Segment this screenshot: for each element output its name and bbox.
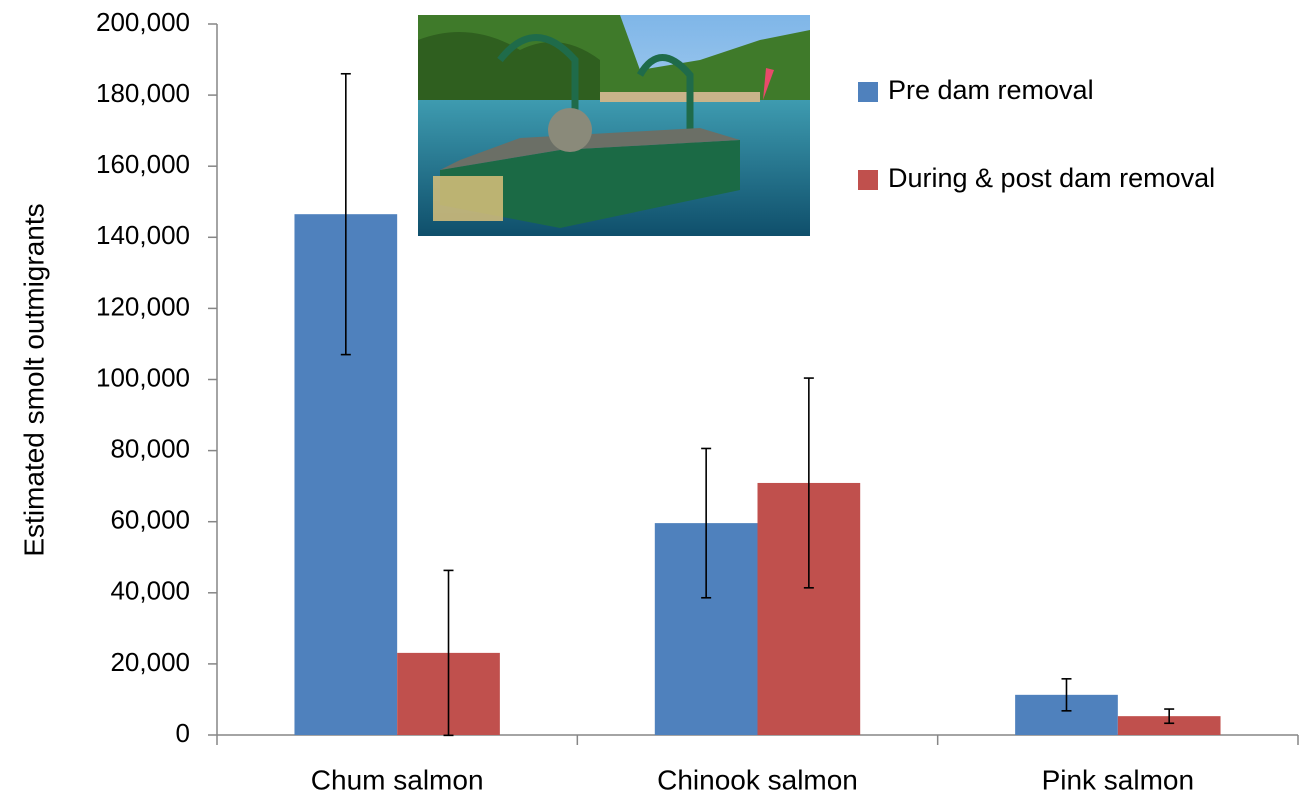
legend-swatch (858, 82, 878, 102)
y-tick-label: 80,000 (110, 433, 190, 463)
y-tick-label: 140,000 (96, 220, 190, 250)
y-tick-label: 180,000 (96, 78, 190, 108)
legend-swatch (858, 170, 878, 190)
y-tick-label: 40,000 (110, 576, 190, 606)
y-tick-label: 0 (176, 718, 190, 748)
photo (418, 15, 810, 236)
y-tick-label: 60,000 (110, 505, 190, 535)
error-bar (340, 72, 351, 356)
error-bar (1061, 678, 1072, 712)
y-tick-label: 200,000 (96, 7, 190, 37)
x-tick-label: Pink salmon (1042, 764, 1195, 795)
bar (1117, 716, 1221, 735)
x-tick-label: Chinook salmon (657, 764, 858, 795)
x-tick-label: Chum salmon (311, 764, 484, 795)
error-bar (1164, 708, 1175, 725)
y-tick-label: 20,000 (110, 647, 190, 677)
legend-label: Pre dam removal (888, 75, 1094, 105)
y-tick-label: 100,000 (96, 362, 190, 392)
y-axis-label: Estimated smolt outmigrants (18, 203, 49, 556)
error-bar (803, 377, 814, 589)
legend-label: During & post dam removal (888, 163, 1215, 193)
error-bar (443, 569, 454, 737)
y-tick-label: 120,000 (96, 291, 190, 321)
error-bar (701, 447, 712, 599)
y-tick-label: 160,000 (96, 149, 190, 179)
